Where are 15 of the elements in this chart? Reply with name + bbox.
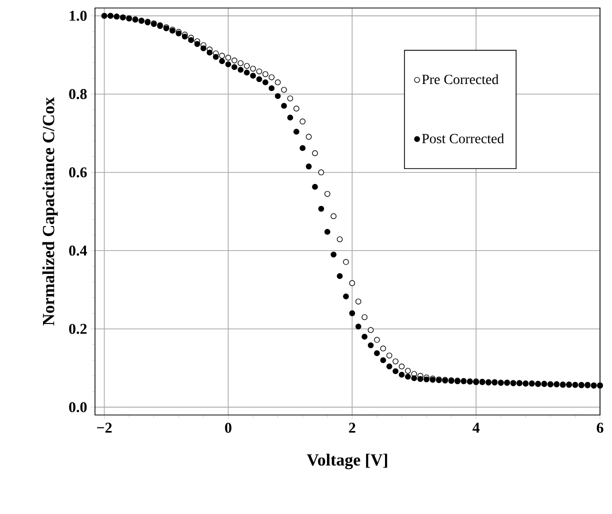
y-tick-label: 0.0 bbox=[69, 402, 87, 412]
x-tick-label: 0 bbox=[225, 422, 232, 433]
y-tick-label: 0.4 bbox=[69, 246, 87, 256]
y-tick-label: 0.6 bbox=[69, 167, 87, 178]
y-axis-title: Normalized Capacitance C/Cox bbox=[42, 97, 58, 326]
x-tick-label: −2 bbox=[97, 422, 112, 433]
x-tick-label: 6 bbox=[596, 422, 604, 433]
y-tick-label: 1.0 bbox=[70, 10, 87, 21]
y-tick-label: 0.2 bbox=[69, 324, 87, 334]
y-tick-label: 0.8 bbox=[69, 89, 87, 100]
x-tick-label: 4 bbox=[472, 422, 480, 433]
x-axis-title: Voltage [V] bbox=[306, 454, 388, 470]
legend-label: Pre Corrected bbox=[422, 74, 499, 84]
legend-label: Post Corrected bbox=[422, 133, 504, 144]
x-tick-label: 2 bbox=[349, 422, 356, 433]
